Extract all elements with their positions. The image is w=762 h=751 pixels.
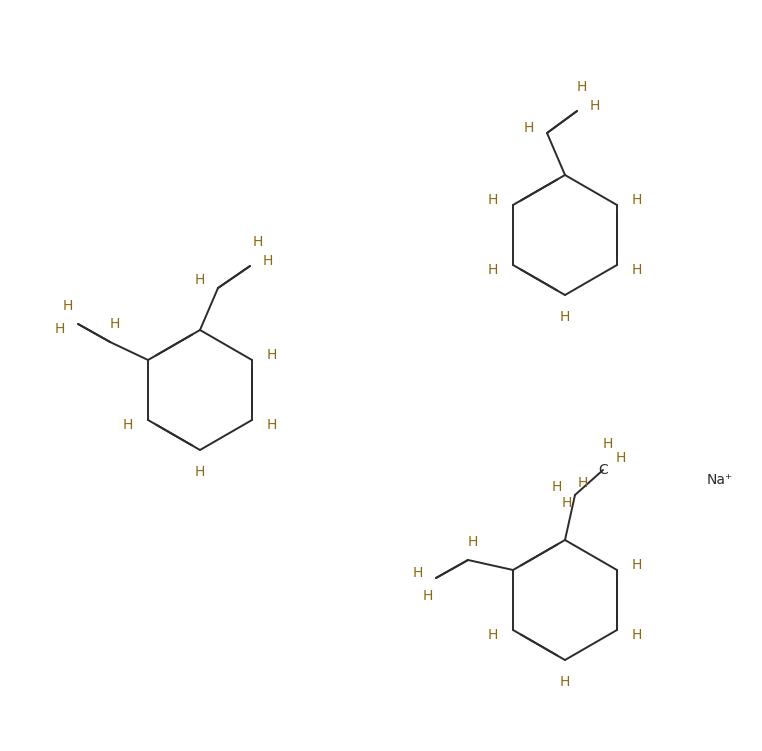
- Text: H: H: [560, 310, 570, 324]
- Text: H: H: [616, 451, 626, 465]
- Text: H: H: [632, 628, 642, 642]
- Text: H: H: [62, 299, 73, 313]
- Text: H: H: [123, 418, 133, 432]
- Text: H: H: [195, 273, 205, 287]
- Text: H: H: [253, 235, 263, 249]
- Text: Na⁺: Na⁺: [707, 473, 733, 487]
- Text: H: H: [577, 80, 588, 94]
- Text: H: H: [552, 480, 562, 494]
- Text: H: H: [413, 566, 423, 580]
- Text: H: H: [560, 675, 570, 689]
- Text: H: H: [632, 193, 642, 207]
- Text: H: H: [263, 254, 274, 268]
- Text: H: H: [488, 263, 498, 277]
- Text: H: H: [632, 263, 642, 277]
- Text: H: H: [468, 535, 479, 549]
- Text: H: H: [195, 465, 205, 479]
- Text: H: H: [55, 322, 66, 336]
- Text: H: H: [632, 558, 642, 572]
- Text: H: H: [423, 589, 434, 603]
- Text: H: H: [488, 193, 498, 207]
- Text: C: C: [598, 463, 608, 477]
- Text: H: H: [110, 317, 120, 331]
- Text: H: H: [523, 121, 534, 135]
- Text: H: H: [267, 348, 277, 362]
- Text: H: H: [590, 99, 600, 113]
- Text: H: H: [562, 496, 572, 510]
- Text: H: H: [578, 476, 588, 490]
- Text: H: H: [267, 418, 277, 432]
- Text: H: H: [603, 437, 613, 451]
- Text: H: H: [488, 628, 498, 642]
